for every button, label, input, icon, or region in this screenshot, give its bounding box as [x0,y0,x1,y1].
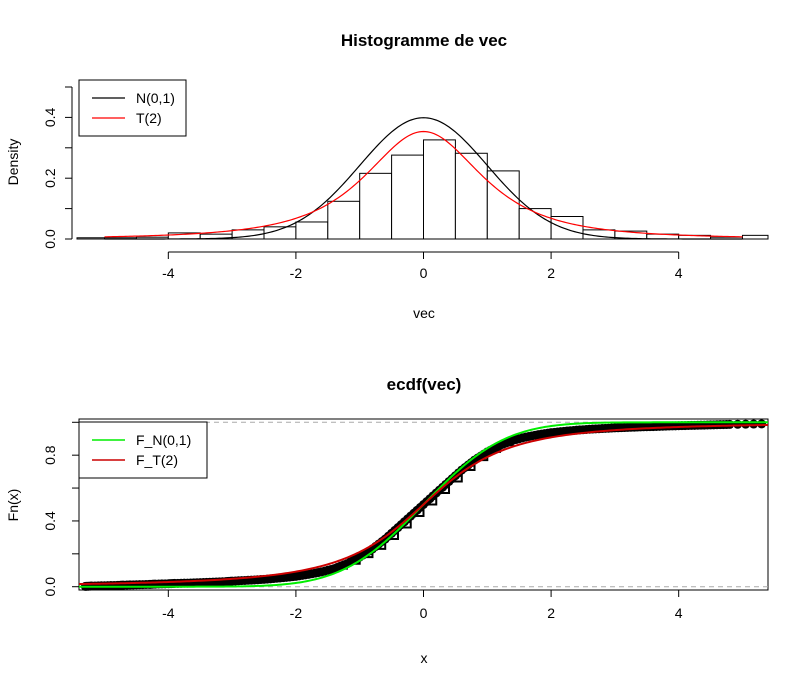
histogram-bar [359,172,393,240]
legend-label-t: T(2) [136,110,162,126]
x-tick-label: 4 [675,265,683,281]
y-tick-label: 0.4 [42,107,58,127]
ecdf-y-axis: 0.0 0.4 0.8 [42,421,79,597]
x-tick-label: 2 [547,265,555,281]
histogram-bars [76,139,769,240]
x-tick-label: 0 [420,605,428,621]
histogram-title: Histogramme de vec [341,31,507,50]
histogram-legend: N(0,1) T(2) [78,79,187,137]
legend-label-fnormal: F_N(0,1) [136,432,191,448]
y-tick-label: 0.2 [42,168,58,188]
legend-label-ft: F_T(2) [136,452,178,468]
y-tick-label: 0.8 [42,445,58,465]
x-tick-label: 0 [420,265,428,281]
x-tick-label: -4 [162,265,175,281]
histogram-bar [295,221,329,240]
histogram-ylabel: Density [5,139,21,186]
ecdf-point [757,419,767,429]
ecdf-xlabel: x [421,650,428,666]
histogram-xlabel: vec [413,305,435,321]
x-tick-label: -2 [290,605,303,621]
x-tick-label: -2 [290,265,303,281]
y-tick-label: 0.4 [42,511,58,531]
legend-label-normal: N(0,1) [136,90,175,106]
histogram-bar [741,234,769,240]
x-tick-label: 4 [675,605,683,621]
histogram-x-axis: -4 -2 0 2 4 [162,251,683,281]
ecdf-point [749,419,759,429]
ecdf-legend-box [78,421,208,479]
histogram-y-axis: 0.0 0.2 0.4 [42,86,73,249]
ecdf-cdf-curves [78,421,769,588]
histogram-panel: Histogramme de vec vec Density -4 -2 0 2 4 0… [5,31,769,321]
y-tick-label: 0.0 [42,577,58,597]
ecdf-ylabel: Fn(x) [5,489,21,522]
histogram-bar [391,154,424,240]
x-tick-label: -4 [162,605,175,621]
ecdf-title: ecdf(vec) [387,375,462,394]
ecdf-point [454,468,464,478]
cdf-curve-t [78,423,769,586]
ecdf-point [741,419,751,429]
ecdf-point [733,419,743,429]
ecdf-legend: F_N(0,1) F_T(2) [78,421,208,479]
density-curve-t [104,130,743,238]
histogram-legend-box [78,79,187,137]
histogram-bar [423,139,456,240]
ecdf-x-axis: -4 -2 0 2 4 [162,590,683,621]
x-tick-label: 2 [547,605,555,621]
y-tick-label: 0.0 [42,229,58,249]
histogram-bar [486,170,520,240]
ecdf-reference-lines [79,421,768,588]
histogram-bar [327,200,361,240]
histogram-bar [454,152,488,240]
ecdf-panel: ecdf(vec) x Fn(x) -4 -2 0 2 4 0.0 0.4 0.8 F_N(… [5,375,769,666]
